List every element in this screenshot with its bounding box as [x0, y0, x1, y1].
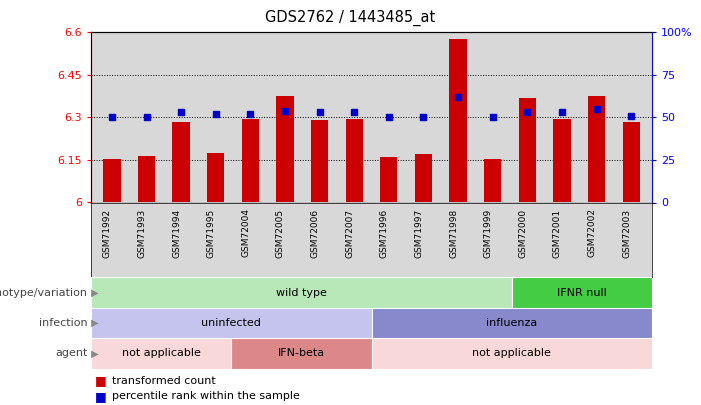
Bar — [484, 158, 501, 202]
Text: GSM72002: GSM72002 — [587, 209, 597, 258]
Point — [625, 113, 637, 119]
Bar — [231, 338, 372, 369]
Point — [107, 114, 118, 121]
Text: GSM72004: GSM72004 — [241, 209, 250, 258]
Point — [418, 114, 429, 121]
Bar — [415, 154, 432, 202]
Text: GSM71992: GSM71992 — [103, 209, 112, 258]
Text: wild type: wild type — [276, 288, 327, 298]
Point — [383, 114, 395, 121]
Bar — [172, 122, 190, 202]
Text: GSM71998: GSM71998 — [449, 209, 458, 258]
Text: GSM71996: GSM71996 — [380, 209, 389, 258]
Bar — [449, 39, 467, 202]
Text: GSM72005: GSM72005 — [276, 209, 285, 258]
Text: GSM72007: GSM72007 — [345, 209, 354, 258]
Text: GSM72003: GSM72003 — [622, 209, 631, 258]
Text: GDS2762 / 1443485_at: GDS2762 / 1443485_at — [266, 10, 435, 26]
Bar — [588, 96, 605, 202]
Text: percentile rank within the sample: percentile rank within the sample — [112, 391, 300, 401]
Point — [348, 109, 360, 115]
Text: GSM71995: GSM71995 — [207, 209, 216, 258]
Point — [280, 107, 291, 114]
Bar — [512, 277, 652, 308]
Bar — [242, 119, 259, 202]
Text: GSM71997: GSM71997 — [414, 209, 423, 258]
Text: GSM72001: GSM72001 — [553, 209, 562, 258]
Text: genotype/variation: genotype/variation — [0, 288, 88, 298]
Text: agent: agent — [55, 348, 88, 358]
Point — [141, 114, 152, 121]
Point — [557, 109, 568, 115]
Bar — [276, 96, 294, 202]
Bar — [207, 153, 224, 202]
Bar — [372, 308, 652, 338]
Text: GSM71999: GSM71999 — [484, 209, 493, 258]
Bar — [311, 120, 328, 202]
Text: uninfected: uninfected — [201, 318, 261, 328]
Point — [452, 94, 463, 100]
Text: ▶: ▶ — [88, 348, 98, 358]
Point — [314, 109, 325, 115]
Bar — [622, 122, 640, 202]
Text: IFNR null: IFNR null — [557, 288, 606, 298]
Text: GSM72000: GSM72000 — [518, 209, 527, 258]
Bar — [91, 338, 231, 369]
Text: ■: ■ — [95, 374, 107, 387]
Bar — [138, 156, 155, 202]
Bar — [346, 119, 363, 202]
Text: infection: infection — [39, 318, 88, 328]
Point — [591, 106, 602, 112]
Bar — [553, 119, 571, 202]
Text: transformed count: transformed count — [112, 376, 216, 386]
Text: influenza: influenza — [486, 318, 538, 328]
Bar — [519, 98, 536, 202]
Text: ▶: ▶ — [88, 318, 98, 328]
Point — [175, 109, 186, 115]
Bar — [380, 157, 397, 202]
Text: ■: ■ — [95, 390, 107, 403]
Text: GSM71994: GSM71994 — [172, 209, 181, 258]
Bar — [91, 277, 512, 308]
Point — [245, 111, 256, 117]
Bar — [103, 158, 121, 202]
Point — [522, 109, 533, 115]
Point — [210, 111, 222, 117]
Text: ▶: ▶ — [88, 288, 98, 298]
Text: GSM71993: GSM71993 — [137, 209, 147, 258]
Bar — [91, 308, 372, 338]
Text: not applicable: not applicable — [472, 348, 551, 358]
Point — [487, 114, 498, 121]
Text: GSM72006: GSM72006 — [311, 209, 320, 258]
Text: IFN-beta: IFN-beta — [278, 348, 325, 358]
Text: not applicable: not applicable — [122, 348, 200, 358]
Bar — [372, 338, 652, 369]
